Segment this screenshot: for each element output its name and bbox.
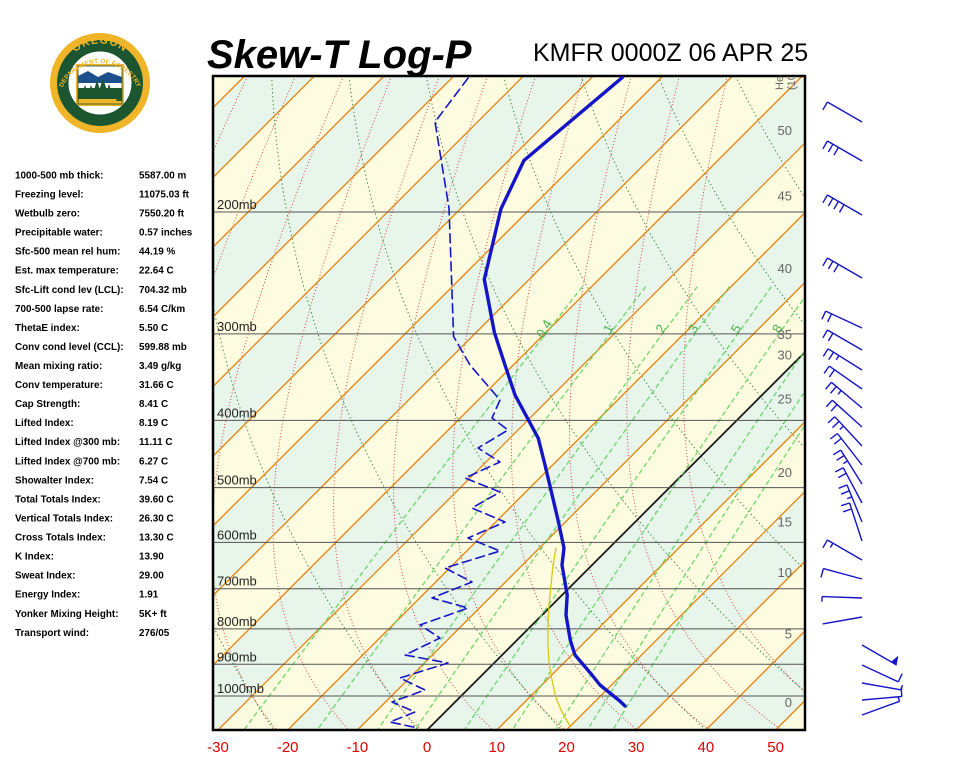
svg-text:25: 25: [778, 391, 792, 406]
svg-text:39.60 C: 39.60 C: [139, 494, 174, 505]
svg-text:7550.20 ft: 7550.20 ft: [139, 209, 185, 220]
svg-text:44.19 %: 44.19 %: [139, 247, 175, 258]
svg-text:800mb: 800mb: [217, 614, 257, 629]
svg-text:1000-500 mb thick:: 1000-500 mb thick:: [15, 170, 103, 181]
svg-text:600mb: 600mb: [217, 527, 257, 542]
svg-text:13.30 C: 13.30 C: [139, 533, 174, 544]
svg-text:Vertical Totals Index:: Vertical Totals Index:: [15, 514, 113, 525]
svg-text:8.41 C: 8.41 C: [139, 399, 168, 410]
svg-text:Cap Strength:: Cap Strength:: [15, 399, 80, 410]
svg-text:30: 30: [628, 739, 645, 756]
svg-text:45: 45: [778, 189, 792, 204]
svg-text:8.19 C: 8.19 C: [139, 418, 168, 429]
svg-text:5587.00 m: 5587.00 m: [139, 170, 186, 181]
svg-text:11075.03 ft: 11075.03 ft: [139, 190, 190, 201]
svg-text:0: 0: [423, 739, 431, 756]
svg-text:Freezing level:: Freezing level:: [15, 190, 84, 201]
svg-text:Precipitable water:: Precipitable water:: [15, 228, 103, 239]
svg-text:-20: -20: [277, 739, 299, 756]
svg-text:200mb: 200mb: [217, 197, 257, 212]
svg-text:15: 15: [778, 515, 792, 530]
svg-text:50: 50: [767, 739, 784, 756]
svg-text:5: 5: [785, 626, 792, 641]
svg-text:0.57 inches: 0.57 inches: [139, 228, 193, 239]
svg-text:1.91: 1.91: [139, 590, 159, 601]
svg-text:20: 20: [778, 465, 792, 480]
svg-text:599.88 mb: 599.88 mb: [139, 342, 187, 353]
svg-text:13.90: 13.90: [139, 552, 164, 563]
svg-text:Transport wind:: Transport wind:: [15, 628, 89, 639]
svg-text:6.27 C: 6.27 C: [139, 456, 168, 467]
svg-text:704.32 mb: 704.32 mb: [139, 285, 187, 296]
svg-text:30: 30: [778, 348, 792, 363]
svg-text:Sfc-Lift cond lev (LCL):: Sfc-Lift cond lev (LCL):: [15, 285, 124, 296]
svg-text:Mean mixing ratio:: Mean mixing ratio:: [15, 361, 102, 372]
svg-text:50: 50: [778, 123, 792, 138]
svg-text:500mb: 500mb: [217, 473, 257, 488]
svg-text:Showalter Index:: Showalter Index:: [15, 475, 94, 486]
svg-text:Energy Index:: Energy Index:: [15, 590, 80, 601]
svg-text:K Index:: K Index:: [15, 552, 54, 563]
svg-text:10: 10: [778, 565, 792, 580]
svg-text:Total Totals Index:: Total Totals Index:: [15, 494, 101, 505]
svg-text:5.50 C: 5.50 C: [139, 323, 168, 334]
svg-text:20: 20: [558, 739, 575, 756]
svg-text:-30: -30: [207, 739, 229, 756]
svg-text:31.66 C: 31.66 C: [139, 380, 174, 391]
svg-text:700mb: 700mb: [217, 574, 257, 589]
svg-text:Sweat Index:: Sweat Index:: [15, 571, 75, 582]
svg-text:6.54 C/km: 6.54 C/km: [139, 304, 185, 315]
svg-text:40: 40: [778, 261, 792, 276]
svg-text:276/05: 276/05: [139, 628, 170, 639]
svg-text:-10: -10: [347, 739, 369, 756]
svg-text:40: 40: [698, 739, 715, 756]
svg-text:3.49 g/kg: 3.49 g/kg: [139, 361, 181, 372]
svg-text:900mb: 900mb: [217, 649, 257, 664]
svg-text:300mb: 300mb: [217, 319, 257, 334]
svg-text:700-500 lapse rate:: 700-500 lapse rate:: [15, 304, 103, 315]
svg-text:Skew-T Log-P: Skew-T Log-P: [207, 33, 472, 77]
svg-text:11.11 C: 11.11 C: [139, 437, 173, 448]
svg-text:Wetbulb zero:: Wetbulb zero:: [15, 209, 80, 220]
svg-text:Sfc-500 mean rel hum:: Sfc-500 mean rel hum:: [15, 247, 120, 258]
svg-text:Cross Totals Index:: Cross Totals Index:: [15, 533, 106, 544]
svg-text:Lifted Index @700 mb:: Lifted Index @700 mb:: [15, 456, 120, 467]
svg-text:0: 0: [785, 695, 792, 710]
svg-text:ThetaE index:: ThetaE index:: [15, 323, 80, 334]
svg-text:Lifted Index @300 mb:: Lifted Index @300 mb:: [15, 437, 120, 448]
svg-text:5K+ ft: 5K+ ft: [139, 609, 167, 620]
svg-text:Est. max temperature:: Est. max temperature:: [15, 266, 119, 277]
svg-text:Lifted Index:: Lifted Index:: [15, 418, 74, 429]
svg-text:Conv cond level (CCL):: Conv cond level (CCL):: [15, 342, 124, 353]
svg-text:10: 10: [488, 739, 505, 756]
svg-text:22.64 C: 22.64 C: [139, 266, 174, 277]
svg-text:1000mb: 1000mb: [217, 681, 264, 696]
svg-text:7.54 C: 7.54 C: [139, 475, 168, 486]
svg-text:35: 35: [778, 327, 792, 342]
svg-text:26.30 C: 26.30 C: [139, 514, 174, 525]
svg-text:400mb: 400mb: [217, 405, 257, 420]
svg-text:Yonker Mixing Height:: Yonker Mixing Height:: [15, 609, 119, 620]
svg-text:Conv temperature:: Conv temperature:: [15, 380, 103, 391]
svg-text:29.00: 29.00: [139, 571, 164, 582]
svg-text:KMFR 0000Z 06 APR 25: KMFR 0000Z 06 APR 25: [533, 39, 808, 67]
